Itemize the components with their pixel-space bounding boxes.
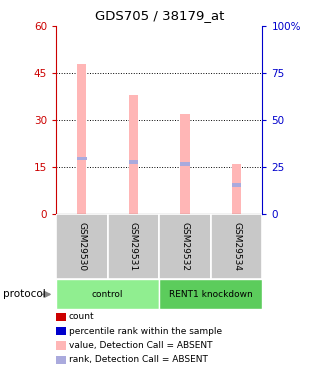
Bar (180, 162, 190, 166)
Text: count: count (69, 312, 94, 321)
Bar (232, 164, 241, 214)
Text: GDS705 / 38179_at: GDS705 / 38179_at (95, 9, 225, 22)
Bar (232, 183, 242, 187)
Text: rank, Detection Call = ABSENT: rank, Detection Call = ABSENT (69, 355, 208, 364)
Bar (129, 160, 138, 164)
Text: GSM29534: GSM29534 (232, 222, 241, 271)
Text: GSM29531: GSM29531 (129, 222, 138, 271)
Bar (108, 214, 159, 279)
Bar (159, 214, 211, 279)
Text: RENT1 knockdown: RENT1 knockdown (169, 290, 253, 299)
Bar (56, 279, 159, 309)
Text: GSM29530: GSM29530 (77, 222, 86, 271)
Text: GSM29532: GSM29532 (180, 222, 189, 271)
Text: protocol: protocol (3, 290, 46, 299)
Text: percentile rank within the sample: percentile rank within the sample (69, 327, 222, 336)
Bar (77, 157, 87, 160)
Bar (180, 114, 190, 214)
Bar (129, 95, 138, 214)
Bar (56, 214, 108, 279)
Bar (77, 64, 86, 214)
Text: value, Detection Call = ABSENT: value, Detection Call = ABSENT (69, 341, 212, 350)
Bar (159, 279, 262, 309)
Text: control: control (92, 290, 123, 299)
Bar (211, 214, 262, 279)
